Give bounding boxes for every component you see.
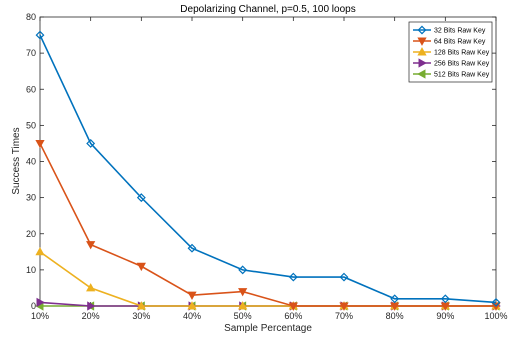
legend-marker <box>417 37 427 46</box>
y-tick-label: 30 <box>26 193 36 203</box>
series-line <box>39 251 496 307</box>
y-tick-label: 70 <box>26 48 36 58</box>
data-point <box>87 301 96 311</box>
data-point <box>136 193 146 203</box>
data-point <box>440 294 450 304</box>
series-32-bits-raw-key <box>35 30 501 307</box>
data-point <box>35 30 45 40</box>
legend-label: 128 Bits Raw Key <box>434 50 490 57</box>
data-point <box>390 294 400 304</box>
data-point <box>187 301 197 310</box>
series-line <box>39 34 497 304</box>
y-axis-title: Success Times <box>11 127 22 194</box>
legend: 32 Bits Raw Key 64 Bits Raw Key 128 Bits R… <box>408 21 493 83</box>
y-tick-label: 60 <box>26 84 36 94</box>
legend-label: 512 Bits Raw Key <box>434 72 490 79</box>
data-point <box>238 301 248 310</box>
data-point <box>136 262 146 272</box>
series-256-bits-raw-key <box>36 297 501 311</box>
legend-marker <box>417 69 426 79</box>
x-tick-label: 90% <box>436 311 454 321</box>
legend-item: 256 Bits Raw Key <box>413 58 490 68</box>
x-tick-label: 10% <box>31 311 49 321</box>
series-line <box>39 143 496 307</box>
x-tick-label: 20% <box>82 311 100 321</box>
legend-label: 256 Bits Raw Key <box>434 61 490 68</box>
y-tick-label: 20 <box>26 229 36 239</box>
data-point <box>339 302 349 311</box>
data-point <box>36 297 45 308</box>
series-64-bits-raw-key <box>35 139 501 311</box>
plot-area: 0 10 20 30 40 50 60 70 80 10% 20% 30% 40% 50% 60% 70% 80… <box>26 12 508 321</box>
x-tick-label: 70% <box>335 311 353 321</box>
data-point <box>86 241 96 250</box>
x-axis-title: Sample Percentage <box>224 323 312 334</box>
y-tick-label: 80 <box>26 12 36 22</box>
x-tick-label: 30% <box>132 311 150 321</box>
legend-marker <box>417 25 427 35</box>
legend-item: 512 Bits Raw Key <box>413 69 490 79</box>
data-point <box>187 291 197 300</box>
x-tick-label: 60% <box>284 311 302 321</box>
legend-marker <box>418 58 427 68</box>
data-point <box>288 272 298 282</box>
chart-title: Depolarizing Channel, p=0.5, 100 loops <box>180 4 355 15</box>
data-point <box>35 139 45 149</box>
x-tick-label: 50% <box>234 311 252 321</box>
legend-item: 128 Bits Raw Key <box>413 47 490 57</box>
x-tick-label: 80% <box>386 311 404 321</box>
series-128-bits-raw-key <box>35 246 501 310</box>
legend-label: 32 Bits Raw Key <box>434 28 486 35</box>
y-tick-label: 50 <box>26 120 36 130</box>
legend-label: 64 Bits Raw Key <box>434 39 486 46</box>
data-point <box>86 283 96 292</box>
y-tick-label: 40 <box>26 157 36 167</box>
data-point <box>86 138 96 148</box>
x-tick-label: 100% <box>484 311 507 321</box>
legend-item: 64 Bits Raw Key <box>413 37 486 46</box>
data-point <box>339 272 349 282</box>
data-point <box>288 302 298 311</box>
data-point <box>491 297 501 307</box>
legend-item: 32 Bits Raw Key <box>413 25 486 35</box>
data-point <box>35 246 45 256</box>
legend-marker <box>417 47 427 56</box>
data-point <box>238 265 248 275</box>
y-tick-label: 0 <box>31 301 36 311</box>
data-point <box>187 243 197 253</box>
x-tick-label: 40% <box>183 311 201 321</box>
data-point <box>238 288 248 297</box>
data-point <box>136 301 146 310</box>
y-tick-label: 10 <box>26 265 36 275</box>
